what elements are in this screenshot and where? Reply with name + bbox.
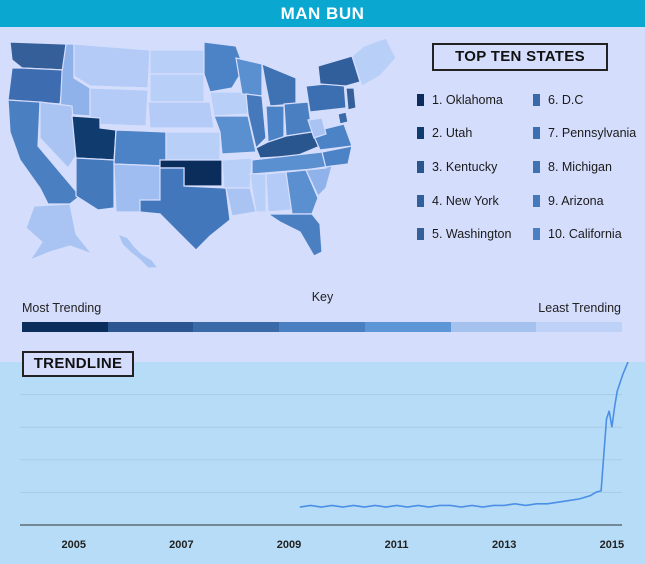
x-tick-label: 2013	[492, 539, 516, 551]
state-georgia	[285, 169, 319, 215]
legend-swatch	[533, 195, 540, 207]
us-map	[7, 37, 397, 269]
state-arkansas	[221, 157, 253, 189]
legend-swatch	[533, 228, 540, 240]
state-hawaii	[116, 232, 160, 269]
state-wyoming	[89, 87, 149, 127]
key-color-segment	[279, 322, 365, 332]
key-color-scale	[22, 322, 623, 332]
state-oregon	[7, 67, 65, 105]
top-ten-title: TOP TEN STATES	[432, 43, 608, 71]
x-tick-label: 2007	[169, 539, 193, 551]
state-west-virginia	[307, 117, 327, 139]
state-illinois	[245, 93, 267, 150]
state-washington	[9, 41, 67, 71]
key-least-trending: Least Trending	[538, 301, 621, 315]
state-north-dakota	[149, 49, 205, 75]
legend-label: 3. Kentucky	[432, 160, 498, 174]
legend-swatch	[417, 161, 424, 173]
x-tick-label: 2009	[277, 539, 301, 551]
trendline-chart: 2005 2007 2009 2011 2013 2015	[20, 362, 629, 551]
state-minnesota	[203, 41, 245, 93]
legend-label: 2. Utah	[432, 126, 473, 140]
state-nebraska	[147, 101, 215, 129]
x-tick-label: 2011	[385, 539, 409, 551]
state-kansas	[165, 131, 221, 161]
state-florida	[266, 213, 323, 257]
series-line	[299, 362, 629, 508]
state-colorado	[113, 129, 167, 167]
state-new-jersey	[345, 87, 357, 111]
state-montana	[73, 43, 151, 89]
legend-label: 10. California	[548, 227, 622, 241]
key-color-segment	[193, 322, 280, 332]
trendline-title: TRENDLINE	[22, 351, 134, 377]
chart-grid	[20, 394, 622, 493]
key-label: Key	[311, 290, 334, 304]
legend-swatch	[417, 228, 424, 240]
state-nevada	[39, 101, 77, 169]
state-louisiana	[225, 187, 257, 217]
legend-swatch	[533, 94, 540, 106]
state-south-dakota	[149, 73, 205, 103]
x-tick-label: 2015	[600, 539, 624, 551]
key-color-segment	[22, 322, 108, 332]
state-pennsylvania	[305, 81, 347, 113]
state-wisconsin	[235, 57, 263, 97]
state-texas	[139, 167, 231, 251]
state-ohio	[283, 101, 313, 137]
key-color-segment	[364, 322, 451, 332]
state-arizona	[75, 157, 115, 211]
state-missouri	[213, 115, 257, 155]
legend-label: 7. Pennsylvania	[548, 126, 637, 140]
x-tick-labels: 2005 2007 2009 2011 2013 2015	[62, 539, 625, 551]
legend-swatch	[417, 195, 424, 207]
state-iowa	[209, 91, 249, 117]
x-tick-label: 2005	[62, 539, 86, 551]
legend-label: 1. Oklahoma	[432, 93, 503, 107]
legend-swatch	[533, 161, 540, 173]
legend-label: 8. Michigan	[548, 160, 612, 174]
state-alaska	[25, 203, 94, 262]
key-color-segment	[107, 322, 194, 332]
legend-swatch	[533, 127, 540, 139]
legend-label: 5. Washington	[432, 227, 512, 241]
state-new-york	[317, 55, 361, 87]
state-california	[7, 99, 81, 205]
legend-label: 6. D.C	[548, 93, 584, 107]
legend-label: 4. New York	[432, 194, 499, 208]
state-michigan	[261, 63, 297, 107]
legend-swatch	[417, 94, 424, 106]
key-color-segment	[536, 322, 623, 332]
key-color-segment	[450, 322, 537, 332]
legend-swatch	[417, 127, 424, 139]
header-bar	[0, 0, 645, 27]
state-mississippi	[249, 173, 267, 213]
state-dc	[337, 111, 349, 125]
key-most-trending: Most Trending	[22, 301, 102, 315]
legend-label: 9. Arizona	[548, 194, 604, 208]
state-indiana	[265, 105, 285, 143]
state-new-england	[351, 37, 397, 87]
page-title: MAN BUN	[280, 4, 365, 23]
